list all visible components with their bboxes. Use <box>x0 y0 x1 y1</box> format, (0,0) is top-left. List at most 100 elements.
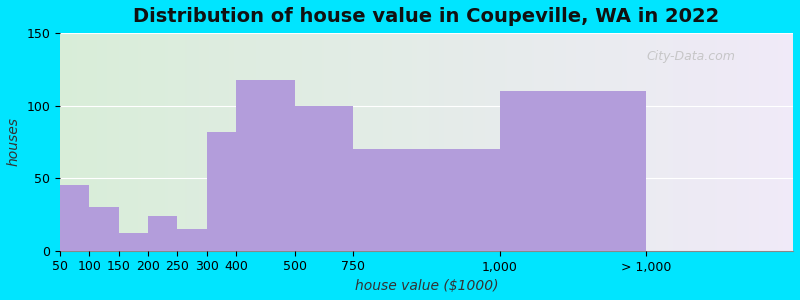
Bar <box>568 33 570 251</box>
Bar <box>678 33 681 251</box>
Bar <box>382 33 385 251</box>
Bar <box>482 33 486 251</box>
Bar <box>762 33 764 251</box>
Bar <box>614 33 617 251</box>
Bar <box>211 33 214 251</box>
Bar <box>236 33 238 251</box>
Bar <box>217 33 219 251</box>
Bar <box>702 33 705 251</box>
Bar <box>522 33 524 251</box>
Bar <box>422 33 424 251</box>
Bar <box>764 33 766 251</box>
Bar <box>412 33 414 251</box>
Bar <box>178 33 180 251</box>
Bar <box>373 33 375 251</box>
Bar <box>114 33 116 251</box>
Bar <box>255 33 258 251</box>
Bar <box>656 33 658 251</box>
Bar <box>502 33 505 251</box>
Bar <box>490 33 493 251</box>
Bar <box>90 33 92 251</box>
Bar <box>661 33 663 251</box>
Bar <box>299 33 302 251</box>
Bar <box>610 33 612 251</box>
Bar <box>294 33 297 251</box>
Bar <box>669 33 671 251</box>
Bar <box>519 33 522 251</box>
Bar <box>493 33 495 251</box>
Bar <box>175 33 178 251</box>
Bar <box>600 33 602 251</box>
Bar <box>776 33 778 251</box>
Bar <box>783 33 786 251</box>
Bar <box>788 33 790 251</box>
Bar <box>109 33 111 251</box>
Bar <box>60 33 62 251</box>
Bar <box>250 33 253 251</box>
Bar <box>141 33 143 251</box>
Bar <box>442 33 444 251</box>
Bar <box>595 33 598 251</box>
Bar <box>118 33 121 251</box>
Bar <box>92 33 94 251</box>
Bar <box>206 132 236 251</box>
Bar <box>737 33 739 251</box>
Bar <box>65 33 67 251</box>
Bar <box>410 33 412 251</box>
Bar <box>578 33 581 251</box>
Bar <box>588 33 590 251</box>
Bar <box>317 33 319 251</box>
Bar <box>480 33 482 251</box>
Bar <box>158 33 160 251</box>
Bar <box>463 33 466 251</box>
Bar <box>167 33 170 251</box>
Bar <box>654 33 656 251</box>
Bar <box>356 33 358 251</box>
Bar <box>510 33 512 251</box>
Bar <box>385 33 387 251</box>
Bar <box>395 33 398 251</box>
Bar <box>593 33 595 251</box>
Bar <box>354 33 356 251</box>
Bar <box>563 33 566 251</box>
Bar <box>146 33 148 251</box>
Bar <box>302 33 305 251</box>
Bar <box>194 33 197 251</box>
Bar <box>663 33 666 251</box>
Bar <box>268 33 270 251</box>
Bar <box>688 33 690 251</box>
Bar <box>674 33 676 251</box>
Bar <box>419 33 422 251</box>
Bar <box>625 33 627 251</box>
Bar <box>70 33 72 251</box>
Bar <box>126 33 129 251</box>
Bar <box>124 33 126 251</box>
Bar <box>190 33 192 251</box>
Bar <box>722 33 725 251</box>
Bar <box>275 33 278 251</box>
Bar <box>637 33 639 251</box>
Bar <box>405 33 407 251</box>
Bar <box>734 33 737 251</box>
Bar <box>312 33 314 251</box>
Bar <box>236 80 294 251</box>
Bar <box>556 33 558 251</box>
Bar <box>778 33 781 251</box>
Bar <box>282 33 285 251</box>
Bar <box>498 33 500 251</box>
Bar <box>500 91 646 251</box>
Bar <box>769 33 771 251</box>
Bar <box>72 33 74 251</box>
Bar <box>514 33 517 251</box>
Bar <box>744 33 746 251</box>
Bar <box>390 33 392 251</box>
Bar <box>202 33 204 251</box>
Bar <box>627 33 630 251</box>
Bar <box>781 33 783 251</box>
Bar <box>751 33 754 251</box>
Bar <box>707 33 710 251</box>
Bar <box>160 33 162 251</box>
Bar <box>713 33 715 251</box>
Bar <box>331 33 334 251</box>
Bar <box>671 33 674 251</box>
